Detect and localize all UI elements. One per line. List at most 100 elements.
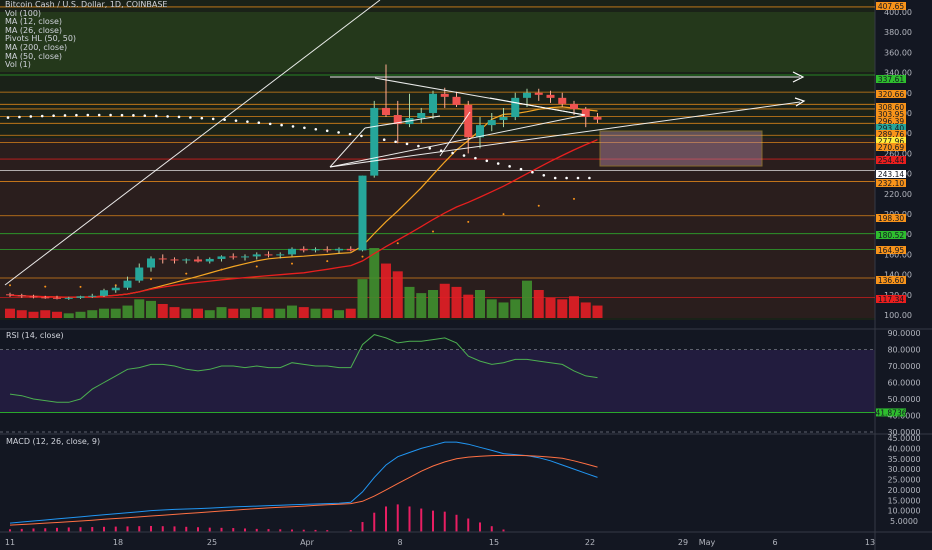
macd-hist-bar (32, 528, 35, 532)
macd-hist-bar (255, 528, 258, 532)
volume-bar (52, 311, 62, 318)
candle-body (311, 249, 320, 251)
pivot-dot (97, 113, 101, 117)
pivot-dot (360, 134, 363, 138)
price-badge (876, 276, 906, 284)
macd-hist-bar (56, 527, 58, 532)
macd-hist-bar (44, 528, 47, 532)
price-badge-label: 254.44 (878, 156, 904, 165)
target-box (599, 130, 763, 167)
candle-body (111, 287, 120, 291)
macd-hist-bar (20, 528, 23, 532)
pivot-dot (268, 122, 272, 126)
price-tick-label: 360.00 (884, 48, 912, 57)
price-badge-label: 308.60 (878, 103, 904, 112)
volume-bar (181, 308, 192, 318)
macd-tick-label: 45.0000 (887, 434, 920, 443)
time-tick-label: 18 (113, 538, 123, 547)
pivot-dot (337, 131, 340, 134)
volume-bar (122, 305, 133, 318)
candle-body (264, 254, 273, 256)
indicator-ma26[interactable]: MA (26, close) (5, 25, 63, 35)
macd-tick-label: 5.0000 (890, 517, 918, 526)
pivot-dot (52, 114, 55, 117)
volume-bar (16, 310, 27, 318)
ma200-dot (185, 272, 188, 275)
price-badge-label: 136.60 (878, 276, 904, 285)
macd-hist-bar (103, 526, 105, 532)
price-badge-label: 198.30 (878, 214, 904, 223)
indicator-vol1[interactable]: Vol (1) (5, 60, 31, 70)
macd-tick-label: 40.0000 (887, 444, 920, 453)
indicator-ma50[interactable]: MA (50, close) (5, 51, 63, 61)
macd-line (9, 441, 598, 524)
pivot-dot (474, 156, 477, 160)
price-tick-label: 380.00 (884, 28, 912, 37)
macd-hist-bar (220, 527, 223, 532)
chart-legend[interactable]: Bitcoin Cash / U.S. Dollar, 1D, COINBASE… (5, 0, 167, 70)
ma200-dot (44, 285, 47, 288)
pivot-dot (120, 113, 124, 117)
volume-bar (263, 308, 274, 318)
price-badge (876, 124, 906, 132)
leg-4 (489, 97, 586, 116)
pivot-dot (314, 127, 318, 131)
price-badge-label: 407.65 (878, 2, 904, 11)
candle-body (53, 297, 61, 299)
macd-hist-bar (302, 529, 305, 532)
volume-bar (522, 280, 532, 318)
pivot-dot (394, 140, 397, 144)
volume-bar (580, 302, 591, 318)
ma200-dot (79, 285, 82, 288)
price-tick-label: 220.00 (884, 190, 912, 199)
pivot-dot (189, 116, 192, 119)
volume-bar (204, 310, 215, 318)
pivot-dot (291, 125, 295, 128)
price-badge-label: 289.76 (878, 130, 904, 139)
price-badge (876, 75, 906, 83)
indicator-pivots[interactable]: Pivots HL (50, 50) (5, 34, 77, 44)
price-tick-label: 260.00 (884, 149, 912, 158)
rsi-pane-label[interactable]: RSI (14, close) (6, 331, 64, 340)
ma200-dot (326, 260, 329, 263)
macd-tick-label: 35.0000 (887, 455, 920, 464)
price-badge-label: 293.40 (878, 124, 904, 133)
rsi-tick-label: 90.0000 (887, 329, 920, 338)
price-badge (876, 179, 906, 187)
ma200-dot (502, 213, 505, 216)
price-badge-label: 337.61 (878, 75, 904, 84)
volume-bar (369, 248, 380, 318)
macd-hist-bar (185, 526, 188, 532)
indicator-ma12[interactable]: MA (12, close) (5, 17, 63, 27)
pivot-dot (553, 176, 557, 180)
price-badge (876, 214, 906, 222)
candle-body (382, 107, 390, 116)
trendline-upper (329, 101, 801, 168)
volume-bar (533, 290, 544, 318)
candle-body (570, 103, 578, 109)
pivot-dot (143, 114, 147, 117)
macd-hist-bar (161, 526, 164, 532)
macd-hist-bar (208, 527, 211, 532)
candle-body (558, 97, 567, 104)
pivot-dot (75, 113, 78, 117)
macd-hist-bar (326, 530, 329, 532)
macd-hist-bar (173, 526, 176, 532)
indicator-ma200[interactable]: MA (200, close) (5, 42, 68, 52)
candle-body (88, 295, 97, 297)
candle-body (476, 125, 484, 138)
macd-hist-bar (267, 529, 270, 532)
pivot-dot (303, 126, 306, 130)
price-tick-label: 340.00 (884, 69, 912, 78)
volume-bar (322, 308, 333, 318)
ma200-dot (537, 204, 540, 207)
indicator-vol100[interactable]: Vol (100) (5, 8, 42, 18)
candle-body (76, 296, 85, 298)
volume-bar (298, 307, 309, 318)
ma200-dot (467, 220, 470, 223)
macd-hist-bar (443, 511, 446, 532)
candle-body (429, 93, 437, 113)
macd-pane-label[interactable]: MACD (12, 26, close, 9) (6, 437, 101, 446)
macd-tick-label: 15.0000 (887, 496, 920, 505)
